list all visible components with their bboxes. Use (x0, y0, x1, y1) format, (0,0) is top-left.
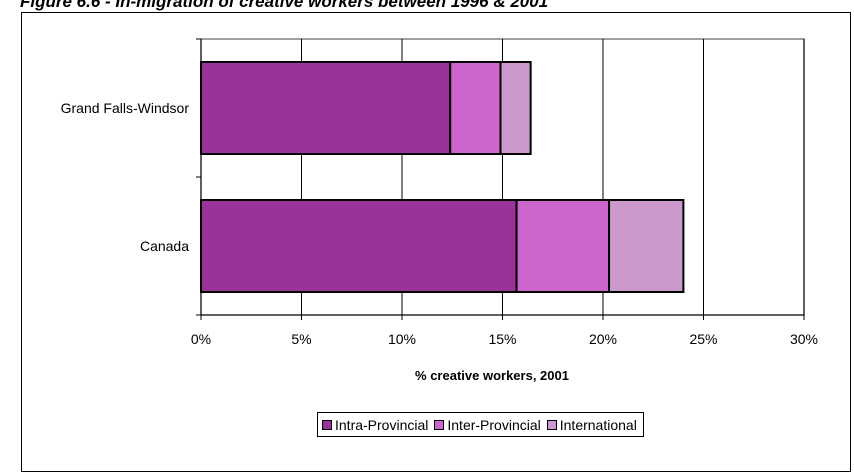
x-tick-label: 0% (191, 331, 211, 347)
legend: Intra-Provincial Inter-Provincial Intern… (317, 412, 644, 437)
legend-swatch-international (546, 419, 557, 430)
bar-intra-provincial-canada (200, 199, 518, 293)
bar-international-grand-falls-windsor (499, 61, 532, 155)
bar-intra-provincial-grand-falls-windsor (200, 61, 452, 155)
x-tick-label: 10% (388, 331, 416, 347)
legend-label-inter-provincial: Inter-Provincial (447, 416, 541, 433)
x-tick-label: 25% (689, 331, 717, 347)
x-axis-ticks (200, 315, 805, 320)
bar-inter-provincial-grand-falls-windsor (449, 61, 502, 155)
legend-item-inter-provincial: Inter-Provincial (434, 416, 541, 433)
bars (200, 61, 685, 293)
x-axis-tick-labels: 0% 5% 10% 15% 20% 25% 30% (191, 331, 818, 347)
x-axis-title: % creative workers, 2001 (415, 368, 569, 383)
legend-swatch-inter-provincial (434, 419, 445, 430)
legend-swatch-intra-provincial (322, 419, 332, 430)
category-label: Grand Falls-Windsor (61, 100, 190, 116)
legend-item-international: International (546, 416, 637, 433)
stacked-bar-chart: 0% 5% 10% 15% 20% 25% 30% Grand Falls-Windsor C… (61, 38, 818, 383)
x-tick-label: 15% (488, 331, 516, 347)
bar-inter-provincial-canada (515, 199, 611, 293)
legend-label-international: International (559, 416, 637, 433)
bar-international-canada (608, 199, 685, 293)
x-tick-label: 5% (291, 331, 311, 347)
x-tick-label: 30% (790, 331, 818, 347)
category-label: Canada (140, 238, 189, 254)
x-tick-label: 20% (589, 331, 617, 347)
y-axis-category-labels: Grand Falls-Windsor Canada (61, 100, 190, 254)
legend-label-intra-provincial: Intra-Provincial (335, 416, 429, 433)
legend-item-intra-provincial: Intra-Provincial (322, 417, 428, 433)
figure-title: Figure 6.6 - In-migration of creative wo… (20, 0, 549, 11)
y-axis-ticks (196, 38, 201, 316)
